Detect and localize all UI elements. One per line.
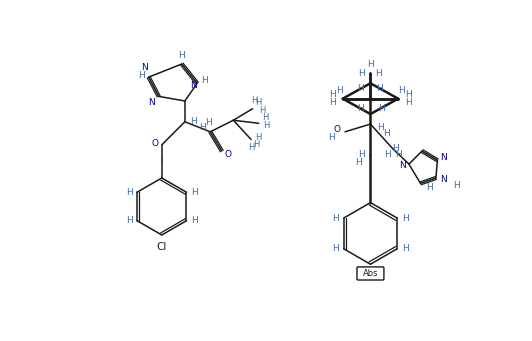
Text: H: H xyxy=(329,90,336,99)
Text: H: H xyxy=(262,114,268,122)
Text: H: H xyxy=(201,76,207,86)
FancyBboxPatch shape xyxy=(357,267,384,280)
Text: H: H xyxy=(383,129,390,138)
Text: H: H xyxy=(377,123,384,132)
Text: H: H xyxy=(332,213,339,223)
Text: H: H xyxy=(376,69,383,78)
Text: H: H xyxy=(255,98,261,107)
Text: H: H xyxy=(191,188,197,197)
Text: N: N xyxy=(440,175,447,184)
Text: H: H xyxy=(332,244,339,253)
Text: H: H xyxy=(358,150,364,159)
Text: H: H xyxy=(453,181,460,190)
Text: H: H xyxy=(199,123,206,132)
Text: H: H xyxy=(398,87,405,95)
Text: H: H xyxy=(392,144,398,153)
Text: H: H xyxy=(359,69,365,78)
Text: H: H xyxy=(248,143,254,152)
Text: H: H xyxy=(405,90,412,99)
Text: H: H xyxy=(178,51,185,60)
Text: H: H xyxy=(138,71,145,80)
Text: H: H xyxy=(402,244,409,253)
Text: H: H xyxy=(205,118,212,127)
Text: H: H xyxy=(329,98,336,107)
Text: H: H xyxy=(376,84,383,93)
Text: H: H xyxy=(251,97,257,105)
Text: H: H xyxy=(263,121,270,130)
Text: H: H xyxy=(255,133,262,142)
Text: H: H xyxy=(191,216,197,225)
Text: H: H xyxy=(402,213,409,223)
Text: H: H xyxy=(259,106,265,115)
Text: H: H xyxy=(126,216,133,225)
Text: H: H xyxy=(126,188,133,197)
Text: N: N xyxy=(142,63,148,72)
Text: H: H xyxy=(357,84,364,93)
Text: N: N xyxy=(400,161,406,170)
Text: N: N xyxy=(440,153,447,162)
Text: H: H xyxy=(190,117,197,126)
Text: H: H xyxy=(355,158,362,167)
Text: H: H xyxy=(253,140,260,149)
Text: H: H xyxy=(357,104,364,113)
Text: H: H xyxy=(396,150,402,159)
Text: O: O xyxy=(151,139,159,148)
Text: H: H xyxy=(336,87,343,95)
Text: O: O xyxy=(225,150,231,159)
Text: H: H xyxy=(379,104,385,113)
Text: N: N xyxy=(148,98,155,107)
Text: N: N xyxy=(190,81,197,90)
Text: H: H xyxy=(426,183,433,192)
Text: H: H xyxy=(405,98,412,107)
Text: O: O xyxy=(334,125,341,134)
Text: H: H xyxy=(328,133,335,142)
Text: H: H xyxy=(367,60,374,69)
Text: Cl: Cl xyxy=(156,242,167,252)
Text: Abs: Abs xyxy=(363,269,378,278)
Text: H: H xyxy=(384,150,391,159)
